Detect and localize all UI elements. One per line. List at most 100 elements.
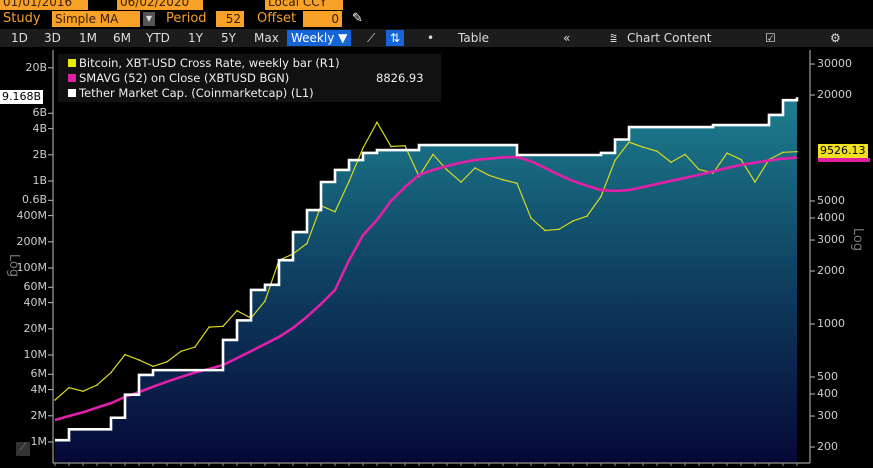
legend-label: Tether Market Cap. (Coinmarketcap) (L1): [79, 86, 314, 100]
left-tick-label: 100M: [16, 261, 48, 274]
range-1d[interactable]: 1D: [11, 31, 28, 45]
bitcoin-point: [96, 384, 98, 386]
legend-item-bitcoin[interactable]: Bitcoin, XBT-USD Cross Rate, weekly bar …: [68, 56, 340, 70]
bitcoin-point: [572, 220, 574, 222]
table-button[interactable]: Table: [458, 31, 490, 45]
right-tick-label: 4000: [817, 211, 845, 225]
currency-select[interactable]: Local CCY: [265, 0, 343, 10]
bitcoin-point: [54, 399, 56, 401]
legend-label: Bitcoin, XBT-USD Cross Rate, weekly bar …: [79, 56, 340, 70]
bitcoin-point: [222, 325, 224, 328]
frequency-select[interactable]: Weekly ▼: [287, 30, 352, 46]
more-icon[interactable]: •: [427, 31, 435, 45]
bitcoin-point: [124, 353, 126, 356]
chart-content-button[interactable]: Chart Content: [627, 31, 712, 45]
left-tick-label: 20M: [23, 321, 48, 335]
period-field[interactable]: 52: [216, 11, 244, 27]
bitcoin-point: [68, 386, 70, 389]
left-tick-label: 1M: [30, 435, 48, 448]
bitcoin-point: [292, 253, 294, 255]
gear-icon[interactable]: ⚙: [830, 31, 841, 45]
collapse-button[interactable]: «: [563, 31, 571, 45]
bitcoin-point: [530, 217, 532, 219]
right-last-value-tag: 9526.13: [818, 144, 868, 158]
bitcoin-point: [558, 228, 560, 231]
range-max[interactable]: Max: [254, 31, 279, 45]
bitcoin-point: [320, 204, 322, 207]
chart-type-icon[interactable]: ⟋: [16, 442, 30, 456]
range-1m[interactable]: 1M: [79, 31, 97, 45]
edit-icon[interactable]: ☑: [765, 31, 776, 45]
bitcoin-point: [166, 360, 168, 363]
tether-line: [55, 97, 799, 442]
chart-content-icon[interactable]: ⩰: [610, 31, 618, 45]
legend-label: SMAVG (52) on Close (XBTUSD BGN): [79, 71, 290, 85]
study-label: Study: [3, 11, 41, 26]
right-tick-label: 30000: [817, 57, 852, 71]
left-tick-label: 4B: [32, 121, 47, 135]
range-5y[interactable]: 5Y: [221, 31, 236, 45]
right-axis-scale-label: Log: [850, 227, 866, 252]
study-select[interactable]: Simple MA: [52, 11, 140, 27]
bitcoin-point: [404, 144, 406, 147]
line-chart-icon[interactable]: ⟋: [367, 31, 376, 45]
bitcoin-point: [390, 145, 392, 148]
bitcoin-point: [306, 242, 308, 245]
left-tick-label: 10M: [23, 348, 48, 361]
bitcoin-point: [236, 309, 238, 312]
bitcoin-point: [600, 195, 602, 198]
right-tick-label: 1000: [817, 317, 845, 330]
range-6m[interactable]: 6M: [113, 31, 131, 45]
bitcoin-point: [376, 121, 378, 124]
left-tick-label: 4M: [30, 382, 48, 396]
right-tick-label: 5000: [817, 193, 845, 207]
legend-swatch: [68, 74, 76, 82]
bitcoin-point: [726, 152, 728, 154]
legend: Bitcoin, XBT-USD Cross Rate, weekly bar …: [58, 54, 441, 102]
bitcoin-point: [82, 390, 84, 393]
bitcoin-point: [208, 326, 210, 328]
bitcoin-point: [362, 147, 364, 149]
bitcoin-point: [152, 365, 154, 368]
bitcoin-point: [446, 169, 448, 171]
left-tick-label: 20B: [25, 60, 47, 74]
smavg-line: [54, 155, 798, 422]
bitcoin-point: [460, 181, 462, 183]
right-tick-label: 300: [817, 409, 838, 423]
pencil-icon[interactable]: ✎: [352, 11, 363, 26]
bitcoin-point: [642, 146, 644, 149]
left-tick-label: 400M: [16, 208, 48, 222]
study-dropdown-icon[interactable]: ▼: [143, 12, 155, 26]
bitcoin-point: [334, 211, 336, 213]
right-tick-label: 500: [817, 369, 838, 383]
legend-item-smavg[interactable]: SMAVG (52) on Close (XBTUSD BGN): [68, 71, 289, 85]
bitcoin-point: [432, 153, 434, 156]
bitcoin-point: [586, 215, 588, 217]
bitcoin-point: [418, 175, 420, 178]
offset-label: Offset: [257, 11, 297, 26]
range-1y[interactable]: 1Y: [188, 31, 203, 45]
range-3d[interactable]: 3D: [44, 31, 61, 45]
left-tick-label: 1B: [32, 174, 47, 187]
bitcoin-point: [488, 174, 490, 177]
sort-icon[interactable]: ⇅: [386, 30, 405, 46]
bitcoin-point: [278, 259, 280, 262]
bitcoin-point: [628, 141, 630, 143]
toolbar: 1D 3D 1M 6M YTD 1Y 5Y Max Weekly ▼ ⟋ ⇅ •…: [0, 29, 873, 47]
end-date-field[interactable]: 06/02/2020: [117, 0, 203, 10]
bitcoin-point: [712, 172, 714, 174]
right-tick-label: 400: [817, 387, 838, 401]
bitcoin-point: [110, 371, 112, 374]
range-ytd[interactable]: YTD: [146, 31, 170, 45]
legend-swatch: [68, 89, 76, 97]
bitcoin-point: [502, 178, 504, 181]
legend-item-tether[interactable]: Tether Market Cap. (Coinmarketcap) (L1): [68, 86, 314, 100]
offset-field[interactable]: 0: [303, 11, 342, 27]
bitcoin-point: [194, 346, 196, 348]
bitcoin-point: [670, 161, 672, 164]
left-last-value-tag: 9.168B: [0, 90, 44, 104]
start-date-field[interactable]: 01/01/2016: [0, 0, 88, 10]
bitcoin-point: [768, 158, 770, 161]
period-label: Period: [166, 11, 207, 26]
right-tick-label: 2000: [817, 264, 845, 278]
